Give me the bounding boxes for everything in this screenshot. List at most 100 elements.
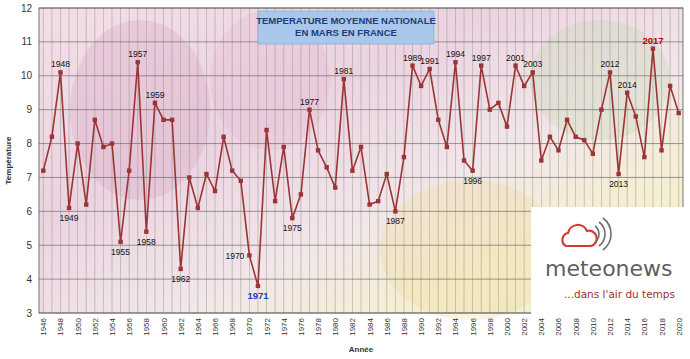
x-tick-label: 1960 — [160, 317, 169, 335]
x-tick-label: 1964 — [194, 317, 203, 335]
marker — [505, 124, 509, 128]
x-tick-label: 1966 — [211, 317, 220, 335]
grid-line-x — [498, 8, 499, 313]
grid-line-x — [266, 8, 267, 313]
annotation: 1994 — [446, 49, 465, 59]
annotation: 1987 — [386, 216, 405, 226]
marker — [642, 155, 646, 159]
y-axis-label: Température — [4, 136, 13, 184]
grid-line-x — [51, 8, 52, 313]
marker — [247, 253, 251, 257]
annotation: 1981 — [334, 66, 353, 76]
grid-line-x — [86, 8, 87, 313]
y-tick-label: 6 — [26, 206, 32, 217]
annotation: 1975 — [283, 223, 302, 233]
grid-line-x — [197, 8, 198, 313]
grid-line-x — [300, 8, 301, 313]
x-tick-label: 1990 — [417, 317, 426, 335]
grid-line-x — [378, 8, 379, 313]
x-tick-label: 1998 — [486, 317, 495, 335]
marker — [93, 118, 97, 122]
x-tick-label: 2010 — [589, 317, 598, 335]
grid-line-x — [361, 8, 362, 313]
marker — [419, 84, 423, 88]
marker — [453, 60, 457, 64]
marker — [367, 202, 371, 206]
grid-line-x — [283, 8, 284, 313]
x-tick-label: 1956 — [125, 317, 134, 335]
x-tick-label: 2006 — [554, 317, 563, 335]
marker — [582, 138, 586, 142]
y-tick-label: 9 — [26, 104, 32, 115]
marker — [221, 135, 225, 139]
x-tick-label: 2014 — [623, 317, 632, 335]
marker — [75, 141, 79, 145]
annotation: 2017 — [642, 35, 663, 46]
marker — [573, 135, 577, 139]
x-tick-label: 1962 — [177, 317, 186, 335]
marker — [161, 118, 165, 122]
marker — [127, 168, 131, 172]
grid-line-x — [94, 8, 95, 313]
marker — [445, 145, 449, 149]
marker — [101, 145, 105, 149]
marker — [153, 101, 157, 105]
plot-frame — [39, 8, 683, 313]
marker — [385, 172, 389, 176]
grid-line-y — [39, 75, 683, 76]
annotation: 1977 — [300, 97, 319, 107]
marker — [608, 70, 612, 74]
marker — [359, 145, 363, 149]
marker — [50, 135, 54, 139]
marker — [196, 206, 200, 210]
y-tick-label: 5 — [26, 240, 32, 251]
marker — [170, 118, 174, 122]
annotation: 1959 — [145, 90, 164, 100]
marker — [110, 141, 114, 145]
grid-line-y — [39, 177, 683, 178]
x-tick-label: 1946 — [39, 317, 48, 335]
marker — [256, 284, 260, 288]
annotation: 1957 — [128, 49, 147, 59]
marker — [616, 172, 620, 176]
leaf-shape — [530, 20, 670, 140]
marker — [565, 118, 569, 122]
annotation: 1958 — [137, 237, 156, 247]
logo-wave — [603, 218, 611, 250]
y-tick-label: 4 — [26, 274, 32, 285]
marker — [548, 135, 552, 139]
title-line: TEMPERATURE MOYENNE NATIONALE — [256, 15, 436, 26]
marker — [316, 148, 320, 152]
marker — [591, 152, 595, 156]
marker — [84, 202, 88, 206]
grid-line-x — [60, 8, 61, 313]
x-tick-label: 1980 — [331, 317, 340, 335]
x-tick-label: 1996 — [469, 317, 478, 335]
marker — [282, 145, 286, 149]
marker — [470, 168, 474, 172]
x-tick-label: 2004 — [537, 317, 546, 335]
grid-line-x — [318, 8, 319, 313]
grid-line-x — [163, 8, 164, 313]
grid-line-x — [429, 8, 430, 313]
grid-line-x — [111, 8, 112, 313]
x-tick-label: 1982 — [348, 317, 357, 335]
marker — [462, 158, 466, 162]
logo-cloud — [562, 225, 596, 246]
x-tick-label: 1986 — [383, 317, 392, 335]
grid-line-x — [43, 8, 44, 313]
x-tick-label: 1970 — [245, 317, 254, 335]
x-tick-label: 1968 — [228, 317, 237, 335]
chart: 3456789101112194619481950195219541956195… — [0, 0, 690, 359]
x-tick-label: 2002 — [520, 317, 529, 335]
marker — [230, 168, 234, 172]
x-tick-label: 1954 — [108, 317, 117, 335]
page-bg — [0, 0, 690, 359]
x-tick-label: 2000 — [503, 317, 512, 335]
marker — [213, 189, 217, 193]
marker — [427, 67, 431, 71]
marker — [522, 84, 526, 88]
marker — [479, 63, 483, 67]
grid-line-x — [249, 8, 250, 313]
marker — [488, 107, 492, 111]
